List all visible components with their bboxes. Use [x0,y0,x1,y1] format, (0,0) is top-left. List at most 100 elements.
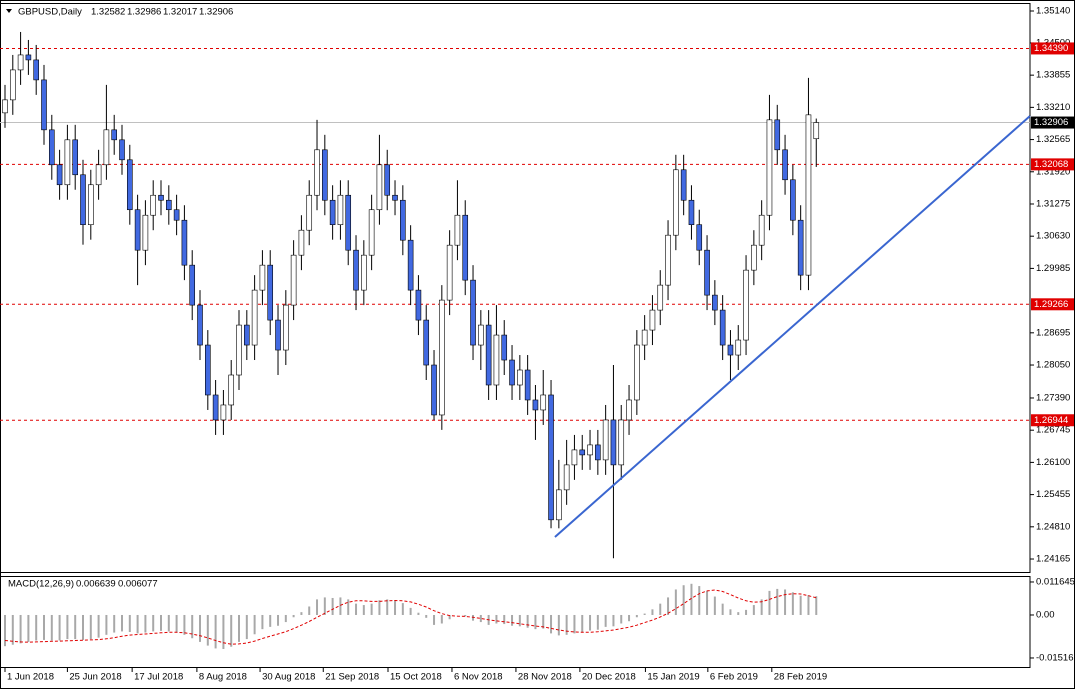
candle-body [197,304,203,346]
candle-body [626,399,632,421]
candle-body [345,194,352,251]
candle-body [618,419,625,466]
x-tick-label: 17 Jul 2018 [134,672,183,683]
candle-body [166,199,172,211]
y-tick-label: 1.31275 [1036,199,1070,210]
candle-body [236,324,242,376]
candle-body [392,194,398,201]
ohlc-open: 1.32582 [91,7,125,18]
indicator-pane-frame [0,576,1031,668]
ohlc-high: 1.32986 [127,7,161,18]
x-tick-label: 28 Feb 2019 [774,672,827,683]
y-tick-label: 1.35140 [1036,6,1070,17]
candle-body [150,194,157,216]
candle-body [540,394,547,411]
candle-body [657,284,664,311]
candle-body [758,214,765,246]
candle-body [602,419,609,461]
indicator-y-tick-label: 0.011645 [1036,576,1075,587]
candle-body [259,264,266,291]
y-tick-label: 1.31920 [1036,166,1070,177]
candle-body [376,164,383,211]
candle-body [361,254,367,291]
candle-body [688,199,695,226]
level-label-box [1031,414,1074,427]
candle-body [719,309,726,346]
candle-body [142,214,149,251]
level-label-box [1031,298,1074,311]
candle-body [751,244,757,271]
candle-body [415,289,422,321]
trendline [554,115,1031,538]
candle-body [712,294,718,311]
level-label: 1.34390 [1034,43,1068,54]
candle-body [290,254,297,306]
main-pane-frame [0,3,1031,573]
candle-body [41,79,47,131]
candle-body [80,174,86,226]
y-tick-label: 1.25455 [1036,489,1070,500]
y-tick-label: 1.32565 [1036,134,1070,145]
candle-body [610,419,617,466]
candle-body [72,139,78,176]
candle-body [704,249,710,296]
candle-body [462,214,469,281]
candle-body [400,199,406,241]
candle-body [649,309,656,331]
candle-body [634,344,640,401]
candle-body [228,374,235,406]
candle-body [774,119,781,151]
y-tick-label: 1.29985 [1036,263,1070,274]
candle-body [212,394,219,421]
y-tick-label: 1.26745 [1036,425,1070,436]
y-tick-label: 1.33210 [1036,102,1070,113]
candle-body [17,54,24,71]
candle-body [478,324,484,346]
candle-body [95,164,102,186]
candle-body [805,114,812,276]
price-label-box [1031,116,1074,129]
candle-body [205,344,211,396]
candle-body [314,149,320,196]
candle-body [127,159,133,211]
candle-body [454,214,461,246]
x-tick-label: 25 Jun 2018 [69,672,121,683]
candle-body [431,364,437,416]
x-tick-label: 1 Jun 2018 [7,672,54,683]
candle-body [782,149,788,181]
candle-body [267,264,274,321]
candle-body [275,319,281,351]
candle-body [251,289,258,346]
candle-body [509,359,515,386]
indicator-label: MACD(12,26,9) [8,579,74,590]
candle-body [446,244,453,301]
candle-body [641,329,648,346]
candle-body [244,324,250,346]
candle-body [563,464,570,491]
candle-body [595,444,601,461]
candle-body [87,184,94,226]
candle-body [56,164,63,186]
candle-body [571,449,578,466]
x-tick-label: 28 Nov 2018 [518,672,572,683]
indicator-macd-value: 0.006639 [76,579,116,590]
candle-body [766,119,773,216]
candle-body [407,239,414,291]
macd-signal [4,589,817,645]
level-label-box [1031,42,1074,55]
candle-body [673,169,679,236]
x-tick-label: 6 Nov 2018 [454,672,503,683]
candle-body [439,299,445,416]
candle-body [306,194,313,231]
candle-body [33,59,39,81]
candle-body [48,129,55,166]
candle-body [470,279,476,346]
x-tick-label: 6 Feb 2019 [710,672,758,683]
candle-body [735,339,742,356]
menu-triangle[interactable] [6,9,12,13]
level-label-box [1031,158,1074,171]
y-tick-label: 1.24165 [1036,554,1070,565]
candle-body [158,194,164,201]
